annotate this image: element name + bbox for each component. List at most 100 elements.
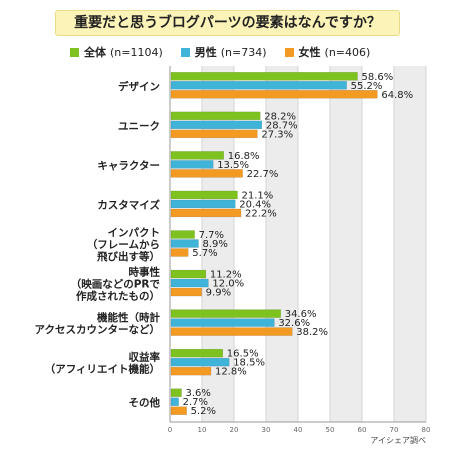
data-label: 22.2%: [245, 208, 277, 219]
data-label: 28.2%: [264, 111, 296, 122]
grid-band: [266, 66, 298, 422]
category-label: その他: [129, 396, 161, 409]
bar: [170, 90, 378, 99]
data-label: 32.6%: [278, 318, 310, 329]
category-label: アクセスカウンターなど）: [35, 323, 160, 336]
x-tick-label: 40: [294, 426, 303, 434]
data-label: 22.7%: [247, 169, 279, 180]
category-label: （映画などのPRで: [71, 278, 161, 291]
data-label: 7.7%: [199, 230, 224, 241]
category-label: （フレームから: [87, 238, 160, 251]
data-label: 20.4%: [239, 199, 271, 210]
bar: [170, 318, 275, 327]
data-label: 55.2%: [351, 81, 383, 92]
data-label: 34.6%: [285, 309, 317, 320]
x-tick-label: 30: [262, 426, 271, 434]
grid-band: [362, 66, 394, 422]
category-label: 時事性: [129, 266, 161, 279]
bar: [170, 81, 347, 90]
bar: [170, 190, 238, 200]
bar: [170, 160, 214, 169]
bar: [170, 388, 182, 397]
x-tick-label: 0: [168, 426, 172, 434]
legend-swatch-all: [70, 47, 79, 57]
legend-swatch-female: [284, 47, 294, 57]
data-label: 11.2%: [210, 270, 242, 281]
legend-label-all: 全体: [84, 46, 106, 59]
bar: [170, 129, 258, 139]
legend-label-male: 男性: [194, 46, 217, 59]
grid-band: [202, 66, 234, 422]
data-label: 3.6%: [186, 388, 211, 399]
data-label: 2.7%: [183, 397, 208, 408]
grid-band: [330, 66, 362, 422]
bar: [170, 239, 199, 248]
bar: [170, 120, 263, 130]
grid-band: [394, 66, 426, 422]
data-label: 12.8%: [215, 367, 247, 378]
bar: [170, 208, 242, 218]
bar: [170, 406, 187, 415]
legend-count-all: (n=1104): [110, 45, 163, 59]
x-tick-label: 20: [230, 426, 239, 434]
grid-band: [298, 66, 330, 422]
bar: [170, 309, 281, 318]
bar: [170, 199, 236, 209]
grid-band: [234, 66, 266, 422]
bar: [170, 169, 243, 178]
data-label: 18.5%: [233, 358, 265, 369]
legend-item-male: 男性 (n=734): [180, 45, 267, 59]
x-tick-label: 60: [358, 426, 367, 434]
data-label: 58.6%: [362, 72, 394, 83]
bar: [170, 357, 230, 367]
category-label: カスタマイズ: [97, 198, 160, 211]
data-label: 12.0%: [212, 279, 244, 290]
legend-label-female: 女性: [298, 46, 321, 59]
legend-item-all: 全体 (n=1104): [70, 45, 163, 59]
bar: [170, 248, 189, 257]
data-label: 13.5%: [217, 160, 249, 171]
source-note: アイシェア調べ: [370, 435, 426, 445]
bar: [170, 397, 179, 406]
bar: [170, 278, 209, 288]
category-label: デザイン: [118, 80, 160, 93]
data-label: 16.5%: [227, 349, 259, 360]
x-tick-label: 80: [422, 426, 431, 434]
grid-band: [170, 66, 202, 422]
bar: [170, 348, 224, 358]
data-label: 64.8%: [381, 90, 413, 101]
bar: [170, 366, 212, 376]
data-label: 5.2%: [191, 406, 216, 417]
category-label: ユニーク: [118, 120, 160, 132]
data-label: 28.7%: [266, 120, 298, 131]
category-label: 飛び出す等）: [96, 250, 160, 263]
category-label: 収益率: [129, 351, 161, 364]
data-label: 8.9%: [202, 239, 227, 250]
chart-legend: 全体 (n=1104) 男性 (n=734) 女性 (n=406): [70, 45, 388, 59]
legend-swatch-male: [180, 47, 190, 57]
category-label: 作成されたもの）: [76, 290, 160, 303]
bar: [170, 111, 261, 121]
bar: [170, 230, 195, 239]
data-label: 9.9%: [206, 288, 231, 299]
category-label: （アフィリエイト機能）: [45, 363, 160, 376]
data-label: 21.1%: [242, 190, 274, 201]
bar: [170, 287, 202, 297]
x-tick-label: 10: [198, 426, 207, 434]
legend-item-female: 女性 (n=406): [284, 45, 370, 59]
bar: [170, 72, 358, 81]
data-label: 38.2%: [296, 327, 328, 338]
bar: [170, 327, 293, 336]
bar: [170, 269, 207, 279]
chart-title: 重要だと思うブログパーツの要素はなんですか？: [55, 10, 400, 36]
category-label: キャラクター: [97, 160, 160, 172]
data-label: 27.3%: [261, 129, 293, 140]
category-label: 機能性（時計: [97, 311, 160, 324]
legend-count-male: (n=734): [220, 45, 267, 59]
x-tick-label: 70: [390, 426, 399, 434]
data-label: 5.7%: [192, 248, 217, 259]
x-tick-label: 50: [326, 426, 335, 434]
category-label: インパクト: [108, 227, 161, 239]
